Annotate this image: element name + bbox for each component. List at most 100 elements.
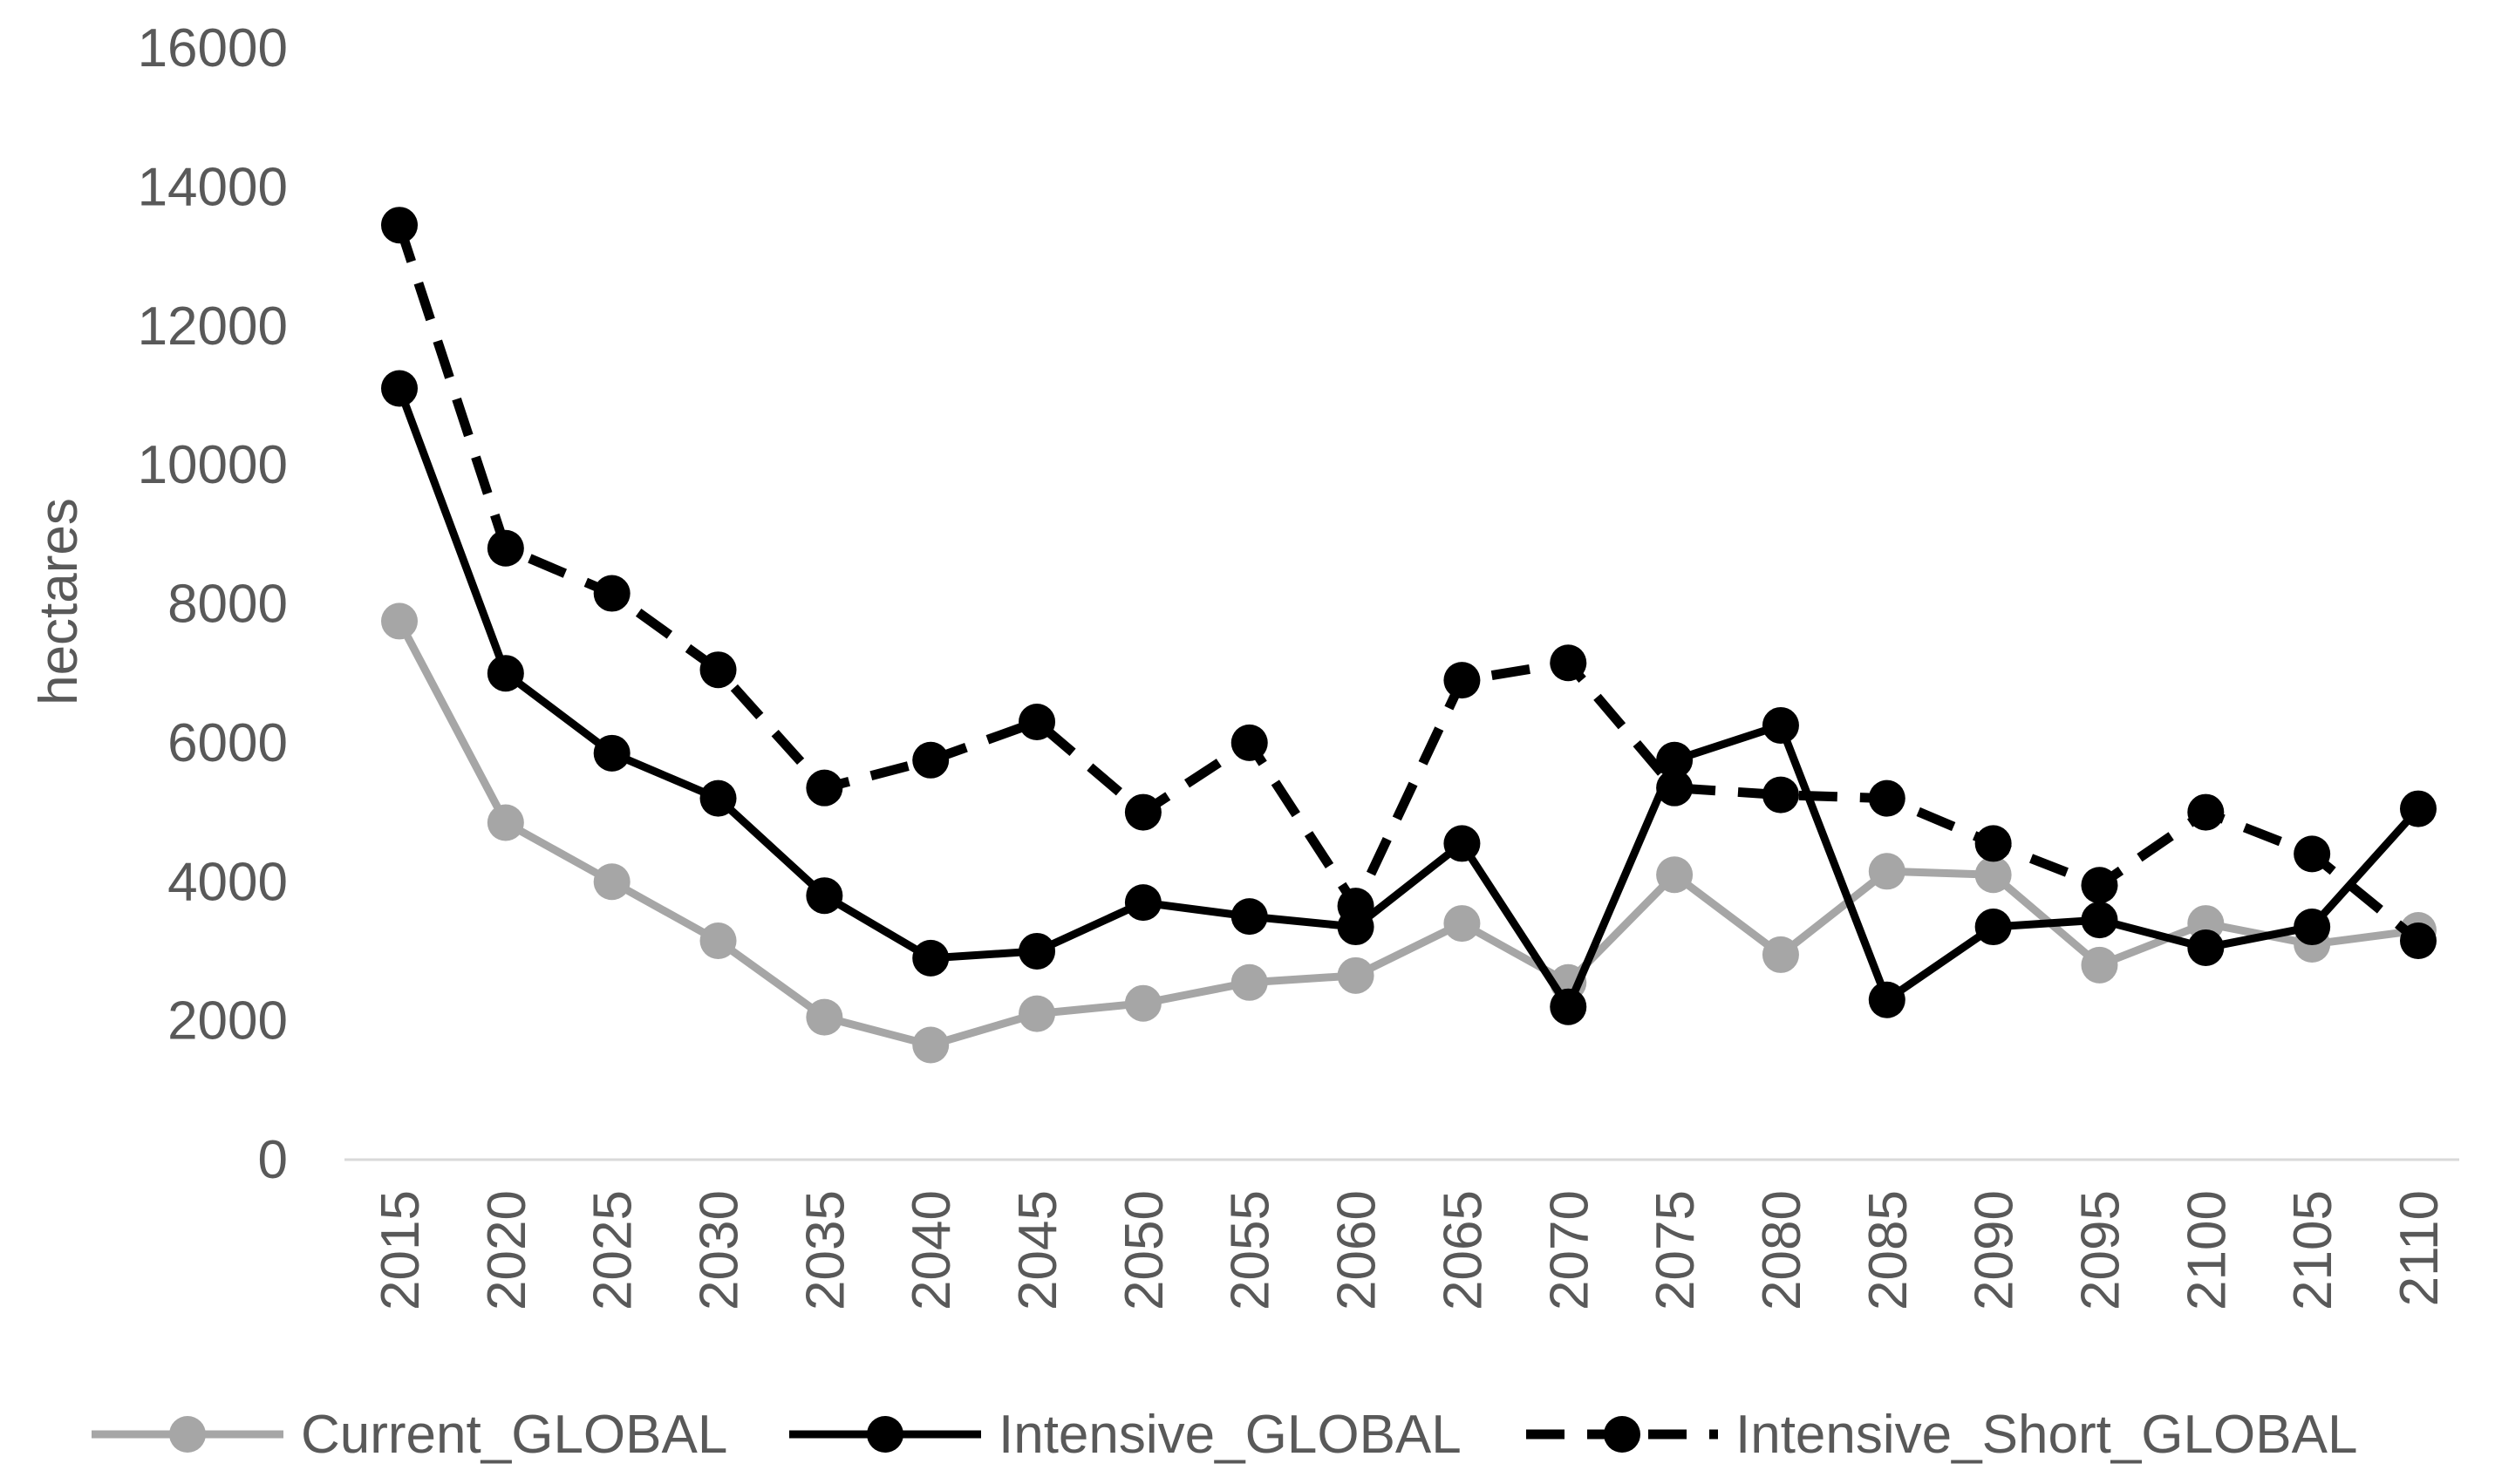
data-point [1124, 793, 1162, 831]
data-point [593, 734, 631, 772]
data-point [2187, 793, 2225, 831]
data-point [1974, 856, 2012, 894]
y-tick-label: 6000 [167, 713, 288, 773]
x-tick-label: 2085 [1858, 1190, 1919, 1310]
legend-item: Current_GLOBAL [92, 1405, 727, 1465]
data-point [1443, 905, 1481, 943]
x-tick-label: 2075 [1646, 1190, 1706, 1310]
data-point [2187, 929, 2225, 966]
x-tick-label: 2080 [1752, 1190, 1812, 1310]
data-point [2294, 909, 2331, 946]
data-point [699, 651, 737, 689]
y-axis-ticks: 0 2000 4000 6000 8000 10000 12000 14000 16000 [138, 18, 288, 1190]
data-point [2400, 922, 2437, 959]
data-point [912, 939, 950, 977]
legend-marker [169, 1416, 206, 1453]
x-tick-label: 2035 [795, 1190, 856, 1310]
data-point [1550, 988, 1587, 1025]
x-axis-ticks: 2015 2020 2025 2030 2035 2040 2045 2050 2055 2060… [371, 1190, 2450, 1310]
data-point [1550, 644, 1587, 682]
x-tick-label: 2025 [583, 1190, 644, 1310]
data-point [487, 529, 524, 567]
data-point [1230, 963, 1268, 1001]
data-point [593, 863, 631, 901]
legend-item: Intensive_GLOBAL [789, 1405, 1462, 1465]
legend-symbol [789, 1416, 981, 1453]
data-point [1124, 984, 1162, 1022]
data-point [1443, 825, 1481, 862]
x-tick-label: 2020 [477, 1190, 537, 1310]
data-point [912, 1026, 950, 1064]
data-point [487, 655, 524, 692]
x-tick-label: 2030 [690, 1190, 750, 1310]
legend-item: Intensive_Short_GLOBAL [1526, 1405, 2357, 1465]
y-tick-label: 16000 [138, 18, 288, 78]
y-tick-label: 10000 [138, 435, 288, 495]
y-tick-label: 2000 [167, 991, 288, 1052]
data-point [699, 922, 737, 959]
data-point [1762, 776, 1799, 813]
y-tick-label: 0 [258, 1130, 288, 1190]
data-point [1868, 779, 1905, 817]
x-tick-label: 2070 [1539, 1190, 1599, 1310]
data-point [381, 602, 418, 640]
data-point [2081, 867, 2118, 904]
data-point [1974, 909, 2012, 946]
data-point [1230, 898, 1268, 936]
x-tick-label: 2055 [1221, 1190, 1281, 1310]
series-layer [381, 207, 2437, 1064]
data-point [1868, 981, 1905, 1018]
data-point [1762, 936, 1799, 973]
legend-marker [867, 1416, 903, 1453]
legend-symbol [1526, 1416, 1718, 1453]
data-point [1337, 956, 1374, 994]
data-point [1019, 703, 1056, 740]
data-point [1868, 853, 1905, 890]
y-tick-label: 12000 [138, 296, 288, 357]
data-point [699, 779, 737, 817]
legend-symbol [92, 1416, 283, 1453]
data-point [1974, 825, 2012, 862]
data-point [2081, 902, 2118, 939]
x-tick-label: 2100 [2177, 1190, 2237, 1310]
x-tick-label: 2095 [2070, 1190, 2130, 1310]
data-point [1230, 724, 1268, 761]
series-line [396, 619, 2419, 1050]
data-point [1656, 856, 1694, 894]
x-tick-label: 2110 [2389, 1190, 2450, 1306]
legend-label: Intensive_Short_GLOBAL [1735, 1405, 2357, 1465]
y-tick-label: 4000 [167, 852, 288, 912]
x-tick-label: 2090 [1965, 1190, 2025, 1310]
x-tick-label: 2050 [1115, 1190, 1175, 1310]
x-tick-label: 2040 [902, 1190, 962, 1310]
data-point [1019, 995, 1056, 1032]
legend-label: Current_GLOBAL [301, 1405, 727, 1465]
data-point [1656, 741, 1694, 779]
data-point [2400, 790, 2437, 827]
x-tick-label: 2105 [2283, 1190, 2343, 1310]
x-tick-label: 2060 [1327, 1190, 1387, 1310]
y-tick-label: 14000 [138, 157, 288, 217]
data-point [1443, 662, 1481, 699]
y-tick-label: 8000 [167, 575, 288, 635]
data-point [1762, 706, 1799, 744]
data-point [2081, 946, 2118, 984]
series-current-global [381, 602, 2437, 1064]
data-point [1337, 888, 1374, 925]
x-tick-label: 2045 [1008, 1190, 1068, 1310]
data-point [1019, 932, 1056, 970]
legend-label: Intensive_GLOBAL [999, 1405, 1462, 1465]
series-line [394, 223, 2422, 945]
data-point [806, 998, 843, 1036]
y-axis-title: hectares [29, 498, 89, 705]
data-point [806, 877, 843, 915]
data-point [593, 575, 631, 612]
data-point [1124, 884, 1162, 922]
legend: Current_GLOBAL Intensive_GLOBAL Intensive_… [92, 1405, 2357, 1465]
data-point [381, 207, 418, 244]
x-tick-label: 2015 [371, 1190, 431, 1310]
x-tick-label: 2065 [1433, 1190, 1493, 1310]
data-point [806, 769, 843, 807]
series-intensive-short-global [381, 207, 2437, 959]
